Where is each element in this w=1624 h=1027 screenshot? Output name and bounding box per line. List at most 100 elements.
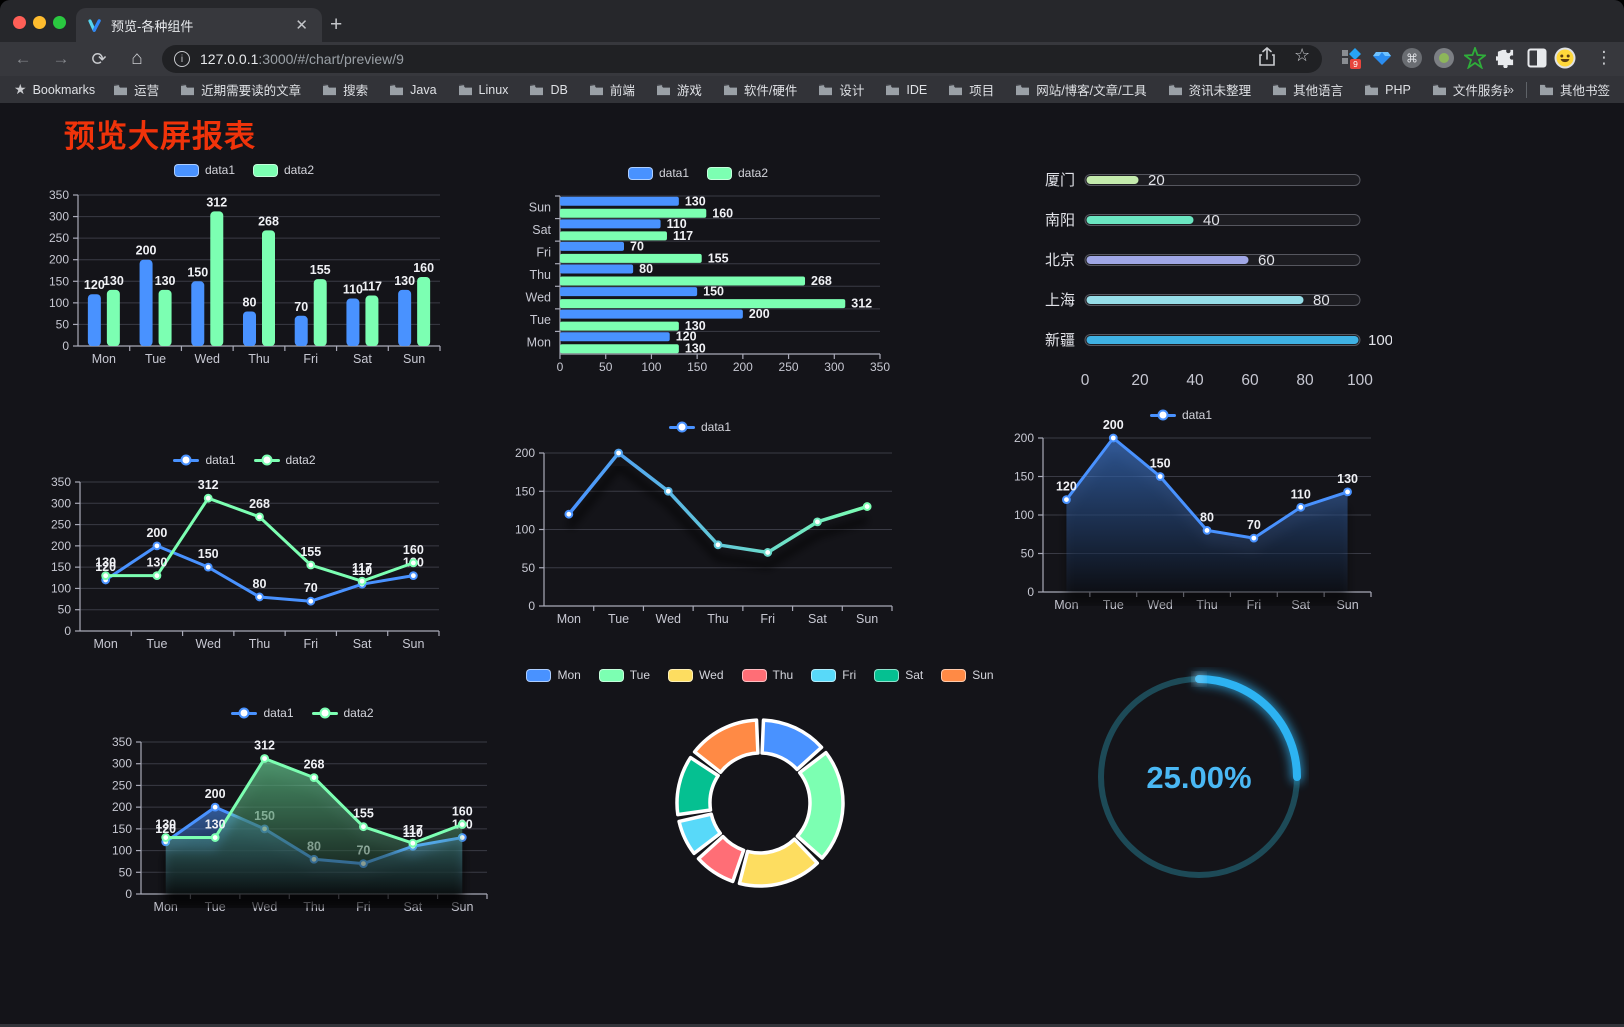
legend-item[interactable]: data1: [231, 706, 294, 720]
bookmark-folder-item[interactable]: PHP: [1364, 80, 1411, 99]
svg-text:100: 100: [1014, 508, 1034, 522]
legend-label: Sat: [905, 668, 924, 682]
svg-text:Thu: Thu: [529, 268, 551, 282]
legend-item[interactable]: Thu: [741, 668, 793, 682]
legend-label: data1: [658, 166, 689, 180]
split-square-extension-icon[interactable]: [1525, 46, 1549, 70]
svg-text:Wed: Wed: [195, 637, 221, 651]
bookmark-folder-item[interactable]: 游戏: [656, 80, 702, 99]
gauge-chart-canvas[interactable]: 25.00%: [1089, 667, 1309, 887]
bookmarks-label[interactable]: Bookmarks: [32, 82, 96, 97]
minimize-window-button[interactable]: [33, 16, 46, 29]
browser-tab[interactable]: 预览-各种组件 ✕: [76, 8, 322, 42]
chart-widget-progress-bars: 厦门 20 南阳 40 北京 60 上海 80 新疆 100 0 20 40 60 80 100: [1000, 163, 1392, 395]
legend-item[interactable]: Wed: [668, 668, 724, 682]
svg-text:200: 200: [515, 446, 535, 460]
svg-text:Thu: Thu: [249, 637, 271, 651]
legend-item[interactable]: data1: [668, 420, 731, 434]
svg-text:150: 150: [49, 274, 69, 288]
folder-icon: [886, 84, 900, 96]
svg-text:50: 50: [522, 561, 536, 575]
legend-item[interactable]: data2: [311, 706, 374, 720]
legend-item[interactable]: data1: [1149, 408, 1213, 422]
extension-badge: 9: [1353, 59, 1358, 69]
svg-text:312: 312: [254, 739, 275, 753]
bookmark-star-icon[interactable]: ☆: [1294, 45, 1311, 65]
bookmark-folder-item[interactable]: 运营: [113, 80, 159, 99]
legend-label: data1: [1181, 408, 1213, 422]
bookmark-folder-item[interactable]: DB: [529, 80, 568, 99]
folder-icon: [390, 84, 404, 96]
bookmark-folder-item[interactable]: 软件/硬件: [723, 80, 797, 99]
new-tab-button[interactable]: +: [330, 13, 343, 36]
tab-close-icon[interactable]: ✕: [295, 17, 308, 34]
home-button[interactable]: ⌂: [131, 48, 143, 69]
bookmarks-overflow-chevron[interactable]: »: [1506, 82, 1514, 97]
green-star-extension-icon[interactable]: [1463, 46, 1487, 70]
line-chart-canvas[interactable]: 050100150200250300350MonTueWedThuFriSatS…: [105, 678, 500, 920]
grouped-bar-chart-canvas[interactable]: 0 50 100 150 200 250 300 350 Mon Tue Wed Thu Fri Sat S…: [40, 155, 448, 370]
bookmark-folder-item[interactable]: 近期需要读的文章: [180, 80, 301, 99]
line-chart-canvas[interactable]: 050100150200MonTueWedThuFriSatSun1202001…: [975, 400, 1387, 612]
svg-text:110: 110: [1291, 487, 1311, 501]
share-icon[interactable]: [1258, 46, 1276, 72]
bookmark-folder-item[interactable]: 资讯未整理: [1168, 80, 1251, 99]
bookmark-folder-item[interactable]: 设计: [818, 80, 864, 99]
site-info-icon[interactable]: i: [174, 51, 190, 67]
legend-item[interactable]: Tue: [598, 668, 650, 682]
svg-text:200: 200: [1103, 418, 1124, 432]
browser-menu-icon[interactable]: ⋮: [1595, 48, 1613, 67]
legend-item[interactable]: data2: [707, 166, 768, 180]
svg-text:160: 160: [413, 261, 434, 275]
address-bar[interactable]: i 127.0.0.1:3000/#/chart/preview/9: [162, 45, 1322, 73]
legend-item[interactable]: Fri: [811, 668, 856, 682]
legend-label: Wed: [699, 668, 724, 682]
record-extension-icon[interactable]: [1432, 46, 1456, 70]
legend-swatch-icon: [173, 163, 199, 177]
bookmark-folder-item[interactable]: 网站/博客/文章/工具: [1015, 80, 1147, 99]
svg-text:150: 150: [1014, 470, 1034, 484]
donut-chart-canvas[interactable]: [560, 660, 960, 895]
legend-label: Mon: [557, 668, 581, 682]
gem-extension-icon[interactable]: [1370, 46, 1394, 70]
legend-item[interactable]: data1: [627, 166, 689, 180]
svg-text:200: 200: [749, 307, 770, 321]
bookmark-folder-item[interactable]: 其他语言: [1272, 80, 1343, 99]
close-window-button[interactable]: [13, 16, 26, 29]
progress-bar-chart-canvas[interactable]: 厦门 20 南阳 40 北京 60 上海 80 新疆 100 0 20 40 60 80 100: [1000, 163, 1392, 395]
reload-button[interactable]: ⟳: [91, 48, 107, 69]
legend-item[interactable]: data1: [173, 453, 236, 467]
emoji-extension-icon[interactable]: [1553, 46, 1577, 70]
back-button[interactable]: ←: [14, 49, 32, 68]
folder-icon: [1432, 84, 1446, 96]
puzzle-extension-icon[interactable]: [1494, 46, 1518, 70]
bookmark-folder-item[interactable]: 前端: [589, 80, 635, 99]
bookmark-folder-item[interactable]: Java: [389, 80, 437, 99]
extension-grid-icon[interactable]: 9: [1340, 46, 1364, 70]
legend-item[interactable]: Sat: [874, 668, 923, 682]
bookmark-folder-item[interactable]: 项目: [948, 80, 994, 99]
bookmark-folder-item[interactable]: IDE: [885, 80, 927, 99]
legend-item[interactable]: data2: [253, 163, 314, 177]
gradient-line-chart-canvas[interactable]: 0 50 100 150 200 Mon Tue Wed Thu Fri Sat Sun: [500, 412, 900, 627]
svg-text:Sun: Sun: [403, 352, 425, 366]
bookmark-folder-item[interactable]: 文件服务器: [1432, 80, 1507, 99]
legend-item[interactable]: Mon: [526, 668, 581, 682]
legend-swatch-icon: [741, 668, 767, 682]
maximize-window-button[interactable]: [53, 16, 66, 29]
command-extension-icon[interactable]: ⌘: [1400, 46, 1424, 70]
bookmark-folder-item[interactable]: Linux: [458, 80, 508, 99]
svg-text:312: 312: [851, 297, 872, 311]
legend-item[interactable]: data2: [253, 453, 316, 467]
forward-button[interactable]: →: [52, 49, 70, 68]
other-bookmarks-folder[interactable]: 其他书签: [1539, 80, 1610, 99]
bookmark-folder-item[interactable]: 搜索: [322, 80, 368, 99]
legend-item[interactable]: data1: [173, 163, 235, 177]
svg-text:250: 250: [49, 231, 69, 245]
legend-item[interactable]: Sun: [941, 668, 994, 682]
folder-icon: [1365, 84, 1379, 96]
svg-text:250: 250: [51, 518, 71, 532]
svg-text:60: 60: [1241, 372, 1259, 389]
